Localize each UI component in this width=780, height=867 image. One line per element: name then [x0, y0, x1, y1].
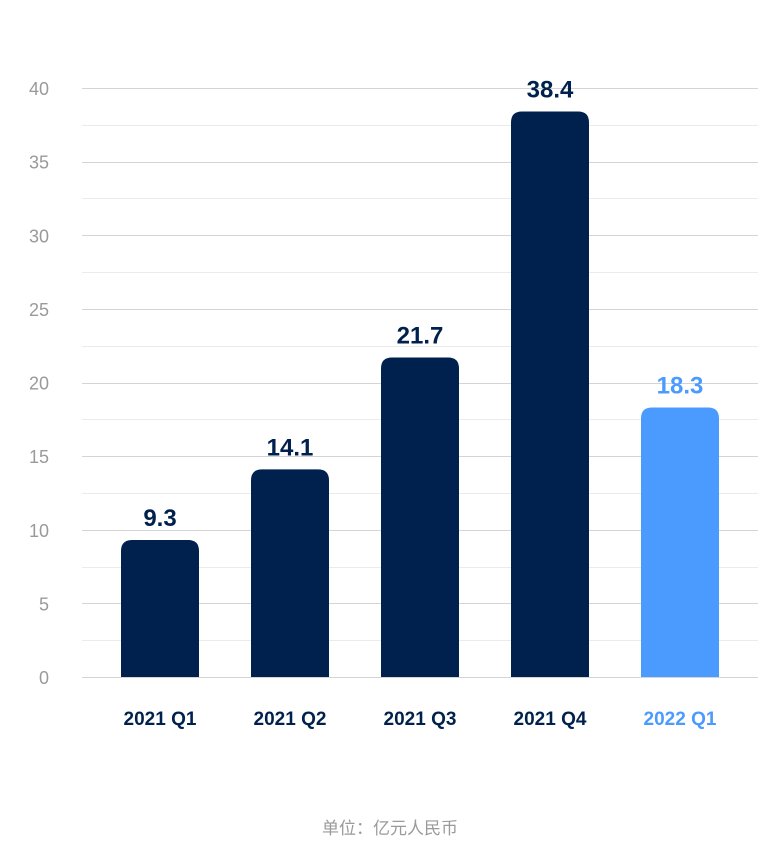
- x-tick-label: 2021 Q1: [124, 709, 197, 730]
- bar: [641, 407, 719, 677]
- bar-value-label: 21.7: [397, 322, 444, 349]
- bar-value-label: 14.1: [267, 434, 314, 461]
- bar: [251, 469, 329, 677]
- x-tick-label: 2021 Q3: [384, 709, 457, 730]
- bars: [121, 111, 719, 677]
- bar-value-label: 18.3: [657, 373, 704, 400]
- bar: [121, 540, 199, 677]
- y-tick-label: 5: [39, 594, 49, 614]
- y-tick-label: 20: [29, 374, 49, 394]
- x-tick-label: 2022 Q1: [644, 709, 717, 730]
- y-tick-label: 30: [29, 226, 49, 246]
- value-labels: 9.3 14.1 21.7 38.4 18.3: [143, 77, 703, 532]
- bar: [381, 357, 459, 677]
- y-axis-ticks: 0 5 10 15 20 25 30 35 40: [29, 79, 49, 688]
- unit-label: 单位：亿元人民币: [322, 819, 458, 839]
- x-tick-label: 2021 Q4: [514, 709, 587, 730]
- y-tick-label: 40: [29, 79, 49, 99]
- y-tick-label: 25: [29, 300, 49, 320]
- bar-value-label: 9.3: [143, 505, 176, 532]
- y-tick-label: 10: [29, 521, 49, 541]
- y-tick-label: 0: [39, 668, 49, 688]
- x-tick-label: 2021 Q2: [254, 709, 327, 730]
- y-tick-label: 35: [29, 153, 49, 173]
- y-tick-label: 15: [29, 447, 49, 467]
- bar-value-label: 38.4: [527, 77, 574, 104]
- x-axis-ticks: 2021 Q1 2021 Q2 2021 Q3 2021 Q4 2022 Q1: [124, 709, 717, 730]
- bar: [511, 111, 589, 677]
